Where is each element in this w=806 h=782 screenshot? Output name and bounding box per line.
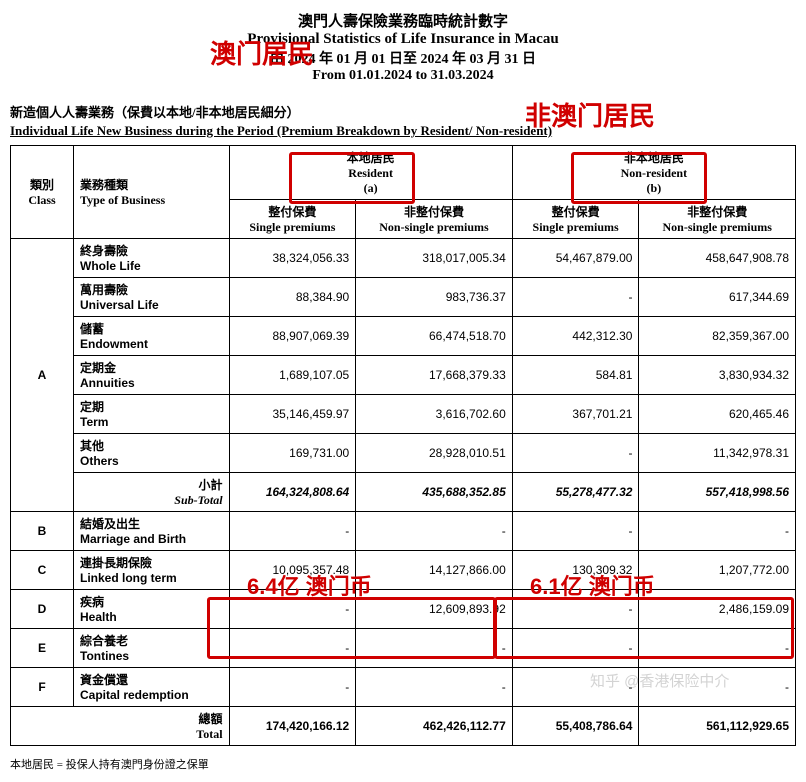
table-row: 儲蓄Endowment 88,907,069.3966,474,518.7044… [11, 317, 796, 356]
title-en: Provisional Statistics of Life Insurance… [10, 31, 796, 48]
table-row: F 資金償還Capital redemption ---- [11, 668, 796, 707]
subtotal-row: 小計Sub-Total 164,324,808.64435,688,352.85… [11, 473, 796, 512]
class-A: A [11, 239, 74, 512]
col-resident: 本地居民Resident(a) [229, 146, 512, 200]
col-res-sp: 整付保費Single premiums [229, 200, 356, 239]
table-row: D 疾病Health -12,609,893.92-2,486,159.09 [11, 590, 796, 629]
period-cn: 由 2024 年 01 月 01 日至 2024 年 03 月 31 日 [10, 48, 796, 68]
subheading-en: Individual Life New Business during the … [10, 123, 796, 139]
period-en: From 01.01.2024 to 31.03.2024 [10, 68, 796, 84]
col-class: 類別Class [11, 146, 74, 239]
table-row: 萬用壽險Universal Life 88,384.90983,736.37-6… [11, 278, 796, 317]
col-type: 業務種類Type of Business [74, 146, 230, 239]
table-row: C 連掛長期保險Linked long term 10,095,357.4814… [11, 551, 796, 590]
col-nres-nsp: 非整付保費Non-single premiums [639, 200, 796, 239]
table-row: 其他Others 169,731.0028,928,010.51-11,342,… [11, 434, 796, 473]
table-row: 定期Term 35,146,459.973,616,702.60367,701.… [11, 395, 796, 434]
table-row: 定期金Annuities 1,689,107.0517,668,379.3358… [11, 356, 796, 395]
col-res-nsp: 非整付保費Non-single premiums [356, 200, 513, 239]
title-cn: 澳門人壽保險業務臨時統計數字 [10, 10, 796, 31]
col-nonresident: 非本地居民Non-resident(b) [512, 146, 795, 200]
col-nres-sp: 整付保費Single premiums [512, 200, 639, 239]
subheading-cn: 新造個人人壽業務（保費以本地/非本地居民細分） [10, 102, 796, 121]
table-row: A 終身壽險Whole Life 38,324,056.33318,017,00… [11, 239, 796, 278]
table-row: E 綜合養老Tontines ---- [11, 629, 796, 668]
table-row: B 結婚及出生Marriage and Birth ---- [11, 512, 796, 551]
footnote: 本地居民 = 投保人持有澳門身份證之保單 [10, 756, 796, 772]
data-table: 類別Class 業務種類Type of Business 本地居民Residen… [10, 145, 796, 746]
total-row: 總額Total 174,420,166.12462,426,112.7755,4… [11, 707, 796, 746]
